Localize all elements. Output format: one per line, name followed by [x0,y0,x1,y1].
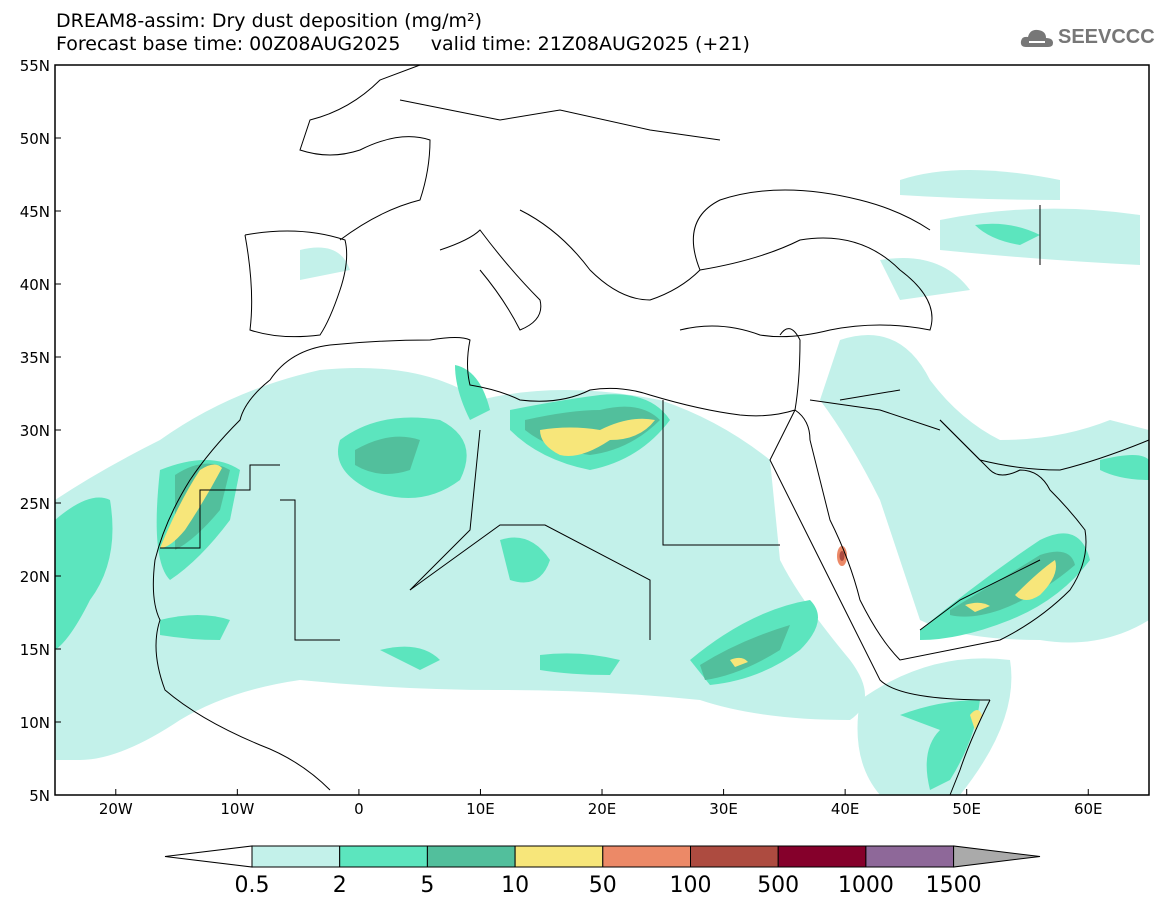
lat-label: 40N [20,276,50,294]
map-title: DREAM8-assim: Dry dust deposition (mg/m²… [56,10,483,32]
dust-deposition-field [55,170,1149,795]
colorbar-swatch [602,845,691,868]
lon-label: 20W [99,800,133,818]
colorbar-swatch [777,845,867,868]
logo-text: SEEVCCC [1058,26,1155,48]
colorbar-over-arrow [953,845,1041,868]
longitude-axis: 20W 10W 0 10E 20E 30E 40E 50E 60E [99,789,1103,818]
forecast-base-time: Forecast base time: 00Z08AUG2025 [56,33,401,55]
colorbar-label: 100 [670,873,712,898]
colorbar-label: 500 [757,873,799,898]
colorbar-swatch [251,845,341,868]
lat-label: 20N [20,568,50,586]
dust-level-100-spot [839,551,845,561]
colorbar-label: 1500 [926,873,982,898]
lat-label: 30N [20,422,50,440]
lon-label: 0 [354,800,364,818]
lon-label: 30E [709,800,738,818]
colorbar-label: 0.5 [235,873,270,898]
colorbar-label: 50 [589,873,617,898]
lon-label: 60E [1074,800,1103,818]
lon-label: 10W [220,800,254,818]
lat-label: 45N [20,203,50,221]
dust-level-10 [160,418,1056,730]
colorbar-swatch [339,845,428,868]
lat-label: 5N [29,787,50,805]
colorbar-swatch [426,845,516,868]
lat-label: 15N [20,641,50,659]
lat-label: 50N [20,130,50,148]
lat-label: 55N [20,57,50,75]
colorbar-swatch [514,845,604,868]
latitude-axis: 55N 50N 45N 40N 35N 30N 25N 20N 15N 10N 5N [20,57,61,805]
colorbar-swatch [690,845,779,868]
colorbar-label: 5 [420,873,434,898]
colorbar-legend: 0.5 2 5 10 50 100 500 1000 1500 [164,845,1041,898]
lat-label: 35N [20,349,50,367]
colorbar-label: 1000 [838,873,894,898]
coastlines-and-borders [152,64,1150,796]
lat-label: 25N [20,495,50,513]
colorbar-swatch [865,845,955,868]
cloud-icon [1020,29,1053,47]
lat-label: 10N [20,714,50,732]
lon-label: 20E [588,800,617,818]
colorbar-label: 10 [501,873,529,898]
seevccc-logo: SEEVCCC [1020,26,1155,49]
valid-time: valid time: 21Z08AUG2025 (+21) [430,33,750,55]
forecast-times: Forecast base time: 00Z08AUG2025 valid t… [56,33,750,55]
colorbar-label: 2 [333,873,347,898]
lon-label: 50E [952,800,981,818]
lon-label: 40E [831,800,860,818]
lon-label: 10E [466,800,495,818]
colorbar-under-arrow [164,845,253,868]
